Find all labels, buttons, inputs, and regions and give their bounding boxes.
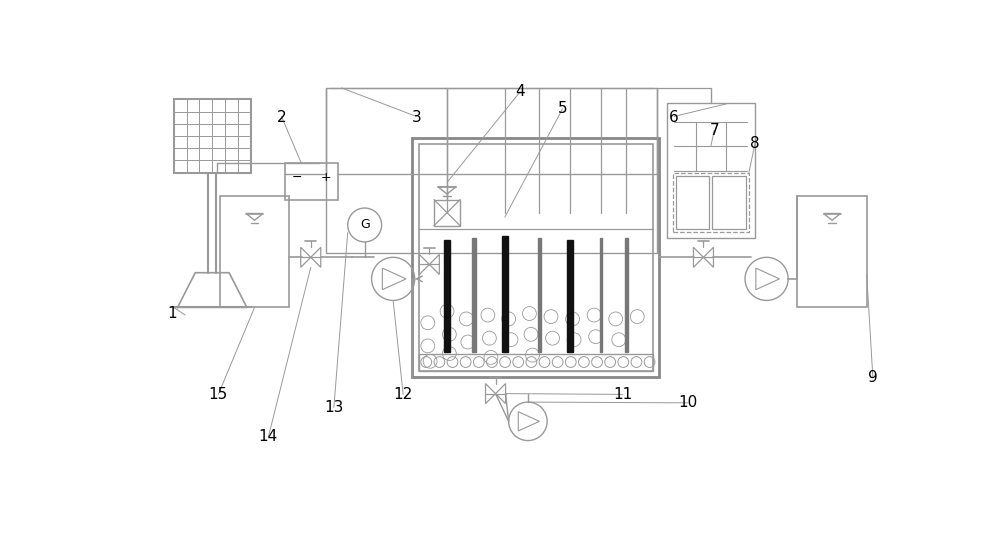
Text: G: G [360, 218, 370, 232]
Bar [472, 238, 476, 352]
Text: 14: 14 [259, 429, 278, 444]
Text: 8: 8 [750, 135, 760, 150]
Bar [326, 88, 657, 253]
Bar [419, 353, 653, 371]
Bar [434, 200, 460, 226]
Bar [625, 238, 628, 352]
Text: 9: 9 [868, 370, 878, 385]
Text: −: − [292, 171, 302, 184]
Bar [444, 240, 450, 352]
Bar [538, 238, 541, 352]
Bar [666, 103, 755, 238]
Bar [600, 238, 602, 352]
Text: 2: 2 [277, 110, 286, 125]
Bar [419, 144, 653, 371]
Text: 1: 1 [167, 306, 177, 321]
Bar [412, 138, 659, 377]
Bar [673, 173, 749, 232]
Text: 3: 3 [411, 110, 421, 125]
Bar [174, 100, 251, 173]
Bar [567, 240, 573, 352]
Bar [676, 176, 709, 229]
Bar [502, 236, 508, 352]
Text: +: + [321, 171, 331, 184]
Text: 7: 7 [709, 123, 719, 138]
Text: 15: 15 [209, 387, 228, 401]
Text: 5: 5 [558, 101, 567, 117]
Text: 4: 4 [515, 85, 525, 100]
Text: 11: 11 [613, 387, 632, 401]
Text: 12: 12 [394, 387, 413, 401]
Bar [285, 163, 338, 200]
Bar [220, 196, 289, 307]
Text: 10: 10 [678, 395, 698, 410]
Bar [797, 196, 867, 307]
Text: 6: 6 [669, 110, 679, 125]
Bar [712, 176, 746, 229]
Text: 13: 13 [324, 399, 344, 415]
